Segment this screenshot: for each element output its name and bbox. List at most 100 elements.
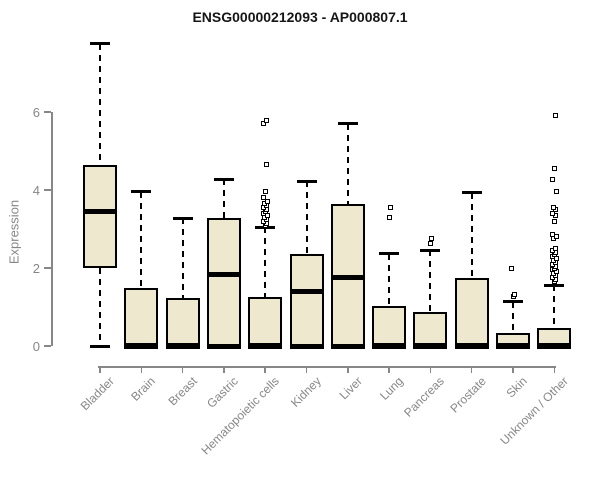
upper-whisker-cap: [379, 252, 400, 256]
outlier-point: [551, 218, 557, 224]
lower-whisker: [99, 268, 101, 346]
upper-whisker-cap: [503, 300, 523, 304]
median-line: [250, 342, 281, 348]
boxplot-box: [248, 297, 283, 346]
outlier-point: [262, 189, 268, 195]
median-line: [85, 208, 115, 214]
x-axis-tick: [223, 366, 225, 373]
median-line: [332, 275, 363, 281]
median-line: [126, 342, 157, 348]
y-tick-label: 4: [32, 182, 40, 198]
x-tick-label: Breast: [165, 374, 200, 409]
outlier-point: [264, 162, 270, 168]
outlier-point: [512, 291, 517, 297]
box-floor-band: [289, 344, 324, 349]
x-axis-tick: [140, 366, 143, 373]
median-line: [498, 342, 528, 348]
median-line: [291, 288, 322, 294]
outlier-point: [264, 199, 270, 205]
boxplot-box: [206, 218, 241, 346]
upper-whisker-cap: [131, 190, 152, 194]
upper-whisker: [388, 253, 391, 306]
y-tick-label: 0: [32, 338, 40, 354]
x-axis-tick: [305, 366, 308, 373]
upper-whisker: [512, 301, 514, 334]
upper-whisker: [140, 191, 143, 288]
upper-whisker: [305, 181, 308, 254]
upper-whisker: [470, 192, 473, 278]
upper-whisker-cap: [213, 177, 234, 181]
x-axis-tick: [429, 366, 432, 373]
median-line: [456, 342, 487, 348]
y-axis-tick: [44, 345, 51, 347]
outlier-point: [388, 205, 394, 211]
x-tick-label: Lung: [377, 374, 406, 403]
outlier-point: [429, 236, 435, 242]
x-tick-label: Prostate: [447, 374, 489, 416]
outlier-point: [551, 165, 557, 171]
median-line: [415, 342, 446, 348]
x-tick-label: Liver: [336, 374, 365, 403]
x-axis-tick: [470, 366, 473, 373]
y-axis-tick: [44, 111, 51, 113]
boxplot-box: [289, 253, 324, 346]
outlier-point: [386, 214, 392, 220]
y-tick-label: 6: [32, 104, 40, 120]
boxplot-box: [330, 203, 365, 346]
box-floor-band: [206, 344, 241, 349]
x-axis-tick: [388, 366, 390, 373]
median-line: [208, 272, 239, 278]
upper-whisker: [553, 285, 556, 328]
x-axis-tick: [347, 366, 349, 373]
outlier-point: [263, 118, 269, 124]
outlier-point: [552, 246, 558, 251]
upper-whisker-cap: [544, 283, 565, 287]
boxplot-box: [372, 305, 407, 346]
boxplot-box: [413, 311, 448, 346]
x-axis-tick: [512, 366, 514, 373]
x-tick-label: Hematopoietic cells: [198, 374, 283, 458]
x-tick-label: Bladder: [77, 374, 117, 414]
x-tick-label: Skin: [503, 374, 530, 401]
upper-whisker-cap: [296, 179, 317, 183]
median-line: [539, 342, 570, 348]
y-axis-label: Expression: [6, 199, 22, 265]
outlier-point: [549, 176, 555, 182]
outlier-point: [550, 205, 556, 211]
x-axis-tick: [181, 366, 184, 373]
upper-whisker-cap: [90, 42, 110, 46]
boxplot-box: [83, 164, 117, 268]
outlier-point: [549, 232, 555, 238]
x-axis-tick: [553, 366, 556, 373]
outlier-point: [427, 241, 433, 247]
upper-whisker: [264, 227, 267, 298]
outlier-point: [553, 113, 559, 119]
y-axis-tick: [44, 189, 51, 191]
upper-whisker: [99, 43, 101, 165]
upper-whisker-cap: [337, 122, 358, 126]
x-tick-label: Gastric: [204, 374, 241, 411]
median-line: [167, 342, 198, 348]
boxplot-box: [454, 277, 489, 346]
box-floor-band: [330, 344, 365, 349]
y-tick-label: 2: [32, 260, 40, 276]
x-axis-tick: [264, 366, 266, 373]
x-axis-tick: [99, 366, 101, 373]
outlier-point: [260, 195, 266, 201]
upper-whisker: [222, 179, 225, 219]
lower-whisker-cap: [90, 344, 110, 348]
upper-whisker: [181, 218, 184, 299]
median-line: [374, 342, 405, 348]
y-axis-tick: [44, 267, 51, 269]
chart-title: ENSG00000212093 - AP000807.1: [192, 9, 408, 25]
upper-whisker-cap: [461, 191, 482, 195]
x-tick-label: Kidney: [287, 374, 324, 410]
x-axis-line: [98, 366, 557, 368]
outlier-point: [553, 189, 559, 195]
outlier-point: [509, 265, 514, 271]
upper-whisker-cap: [420, 248, 441, 252]
boxplot-box: [165, 298, 200, 346]
upper-whisker-cap: [172, 216, 193, 220]
upper-whisker: [429, 250, 432, 312]
